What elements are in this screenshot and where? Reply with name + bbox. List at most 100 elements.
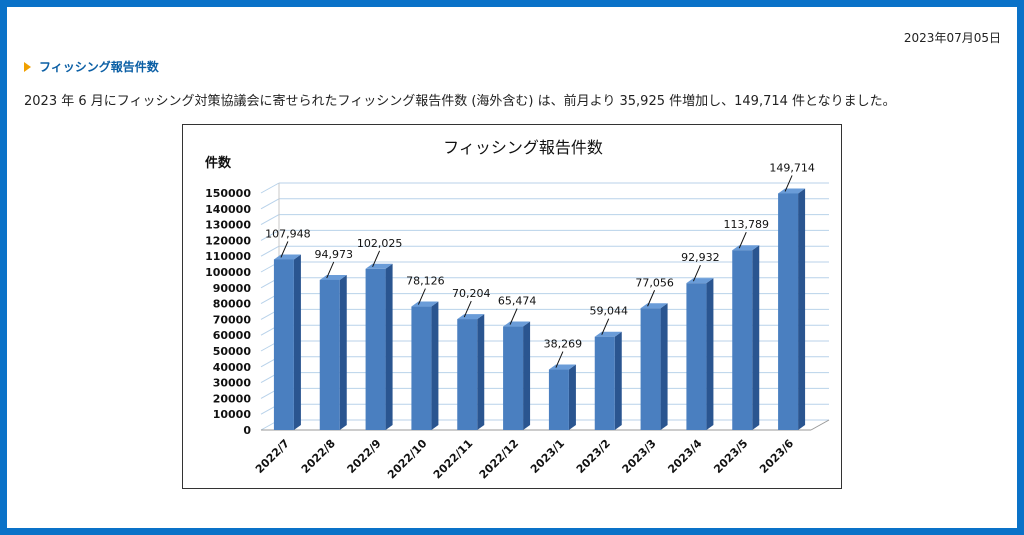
bar-front	[594, 336, 615, 430]
x-tick-label: 2022/8	[299, 437, 338, 476]
bar-front	[548, 369, 569, 430]
chart-container: フィッシング報告件数 件数 0 10000 20000 30000 40000 50000…	[182, 124, 842, 489]
bar	[548, 364, 576, 430]
y-tick-label: 90000	[213, 282, 252, 295]
bar-top	[640, 303, 668, 309]
data-label-leader	[601, 318, 610, 335]
data-label: 59,044	[590, 305, 629, 318]
bar-top	[319, 274, 347, 280]
data-label-leader	[647, 290, 656, 307]
data-label: 38,269	[544, 338, 583, 351]
section-title: フィッシング報告件数	[39, 60, 159, 74]
data-label: 70,204	[452, 287, 491, 300]
y-tick-label: 10000	[213, 408, 252, 421]
page: 2023年07月05日 フィッシング報告件数 2023 年 6 月にフィッシング…	[7, 7, 1017, 528]
x-tick-label: 2022/10	[385, 437, 430, 482]
gridline-slant	[260, 229, 280, 241]
data-label: 92,932	[681, 251, 720, 264]
gridline-slant	[260, 245, 280, 257]
y-tick-label: 50000	[213, 345, 252, 358]
floor-side-edge	[810, 419, 830, 431]
bar-top	[548, 364, 576, 370]
bar-front	[503, 326, 524, 430]
data-label-leader	[509, 308, 518, 325]
bars	[273, 188, 806, 430]
bar	[594, 331, 622, 430]
data-label: 94,973	[315, 248, 354, 261]
data-label-leader	[326, 261, 335, 279]
x-tick-label: 2023/2	[574, 437, 613, 476]
y-tick-label: 0	[243, 424, 251, 437]
triangle-bullet-icon	[24, 61, 31, 72]
bar-chart: フィッシング報告件数 件数 0 10000 20000 30000 40000 50000…	[205, 138, 830, 482]
bar-top	[594, 331, 622, 337]
bar	[686, 278, 714, 430]
bar-front	[778, 193, 799, 430]
bar-side	[385, 263, 393, 430]
x-tick-label: 2023/3	[620, 437, 659, 476]
bar-front	[686, 283, 707, 430]
data-label-leader	[372, 250, 381, 268]
data-label-leader	[784, 175, 793, 192]
data-label-leader	[692, 264, 701, 282]
bar	[273, 254, 301, 430]
x-tick-label: 2023/4	[665, 437, 704, 476]
bar-side	[798, 188, 806, 430]
y-tick-label: 100000	[205, 266, 251, 279]
x-tick-label: 2022/7	[253, 437, 292, 476]
bar-front	[732, 250, 753, 430]
bar-top	[732, 245, 760, 251]
y-axis-label: 件数	[205, 155, 232, 171]
bar-top	[457, 314, 485, 320]
bar-top	[503, 321, 531, 327]
bar-top	[411, 301, 439, 307]
x-tick-label: 2023/5	[711, 437, 750, 476]
chart-title: フィッシング報告件数	[443, 138, 603, 157]
data-label-leader	[463, 300, 472, 318]
bar-front	[319, 279, 340, 430]
bar-side	[523, 321, 531, 430]
data-label: 65,474	[498, 295, 537, 308]
data-label-leader	[417, 288, 426, 305]
bar-side	[614, 331, 622, 430]
x-tick-label: 2023/1	[528, 437, 567, 476]
y-tick-label: 130000	[205, 219, 251, 232]
description-text: 2023 年 6 月にフィッシング対策協議会に寄せられたフィッシング報告件数 (…	[24, 94, 896, 109]
data-label: 149,714	[769, 161, 815, 174]
bar	[411, 301, 439, 430]
y-tick-label: 60000	[213, 329, 252, 342]
y-tick-label: 40000	[213, 361, 252, 374]
data-label-leader	[738, 232, 747, 249]
data-label-leader	[555, 351, 564, 368]
bar	[503, 321, 531, 430]
bar-front	[457, 319, 478, 430]
y-tick-label: 150000	[205, 187, 251, 200]
bar-side	[339, 274, 347, 430]
x-tick-label: 2023/6	[757, 437, 796, 476]
x-axis-ticks: 2022/7 2022/8 2022/9 2022/10 2022/11 2022/12 2…	[253, 437, 797, 482]
gridline-slant	[260, 214, 280, 226]
data-label: 78,126	[406, 275, 445, 288]
bar	[732, 245, 760, 430]
gridline-slant	[260, 182, 280, 194]
data-label: 107,948	[265, 227, 311, 240]
bar-front	[365, 268, 386, 430]
gridline-slant	[260, 198, 280, 210]
y-tick-label: 20000	[213, 392, 252, 405]
bar-top	[778, 188, 806, 194]
bar-side	[660, 303, 668, 430]
bar-side	[431, 301, 439, 430]
bar-top	[273, 254, 301, 260]
bar	[319, 274, 347, 430]
bar	[457, 314, 485, 430]
bar	[778, 188, 806, 430]
data-label: 102,025	[357, 237, 403, 250]
y-tick-label: 30000	[213, 377, 252, 390]
bar-front	[640, 308, 661, 430]
y-tick-label: 80000	[213, 298, 252, 311]
x-tick-label: 2022/9	[345, 437, 384, 476]
report-date: 2023年07月05日	[903, 31, 1001, 45]
bar-side	[568, 364, 576, 430]
data-label: 77,056	[635, 276, 674, 289]
